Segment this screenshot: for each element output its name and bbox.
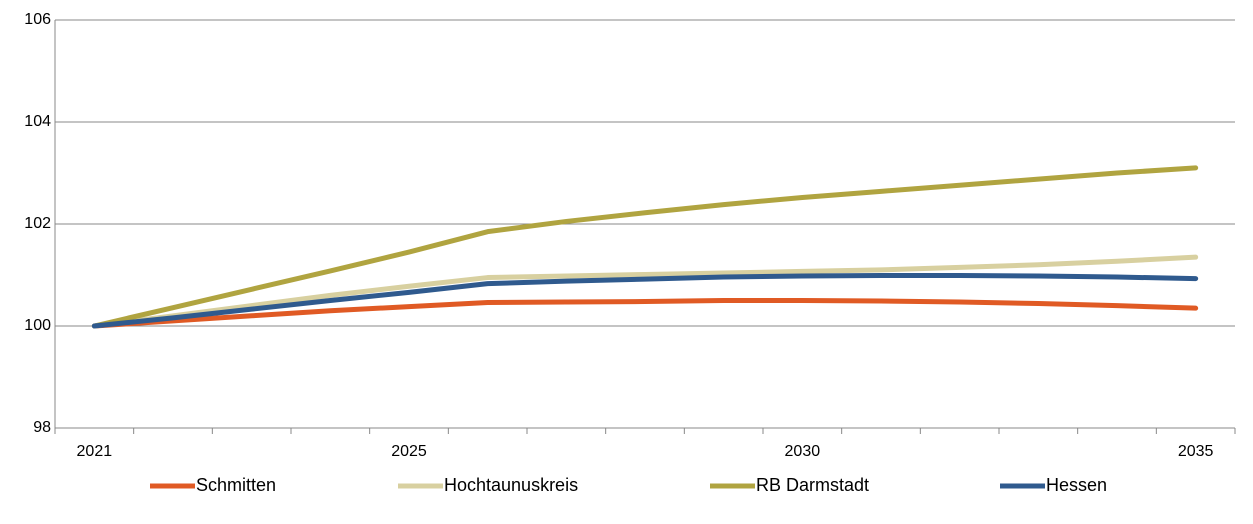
series-line xyxy=(91,254,1199,329)
y-tick-label: 102 xyxy=(24,215,51,232)
y-tick-label: 100 xyxy=(24,317,51,334)
legend-label: Hochtaunuskreis xyxy=(444,475,578,495)
series-line xyxy=(91,273,1199,329)
x-tick-label: 2025 xyxy=(391,443,427,460)
legend-label: Schmitten xyxy=(196,475,276,495)
series-line xyxy=(91,165,1199,329)
series-line xyxy=(91,298,1199,329)
x-tick-label: 2021 xyxy=(77,443,113,460)
legend-label: Hessen xyxy=(1046,475,1107,495)
legend-label: RB Darmstadt xyxy=(756,475,869,495)
x-tick-label: 2030 xyxy=(785,443,821,460)
y-tick-label: 106 xyxy=(24,11,51,28)
y-tick-label: 98 xyxy=(33,419,51,436)
y-tick-label: 104 xyxy=(24,113,51,130)
x-tick-label: 2035 xyxy=(1178,443,1214,460)
